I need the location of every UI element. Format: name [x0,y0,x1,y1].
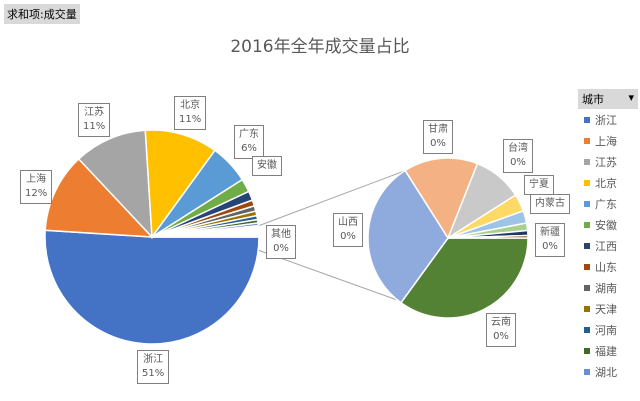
data-label-value: 0% [493,331,509,342]
data-label-name: 安徽 [257,160,277,171]
primary-slice-2[interactable] [77,129,153,240]
legend-label: 江西 [595,239,617,253]
legend-item[interactable]: 河南 [578,319,638,340]
legend-item[interactable]: 安徽 [578,214,638,235]
dropdown-icon: ▾ [628,91,634,104]
legend-swatch [584,368,590,375]
legend-item[interactable]: 江西 [578,235,638,256]
legend-item[interactable]: 上海 [578,130,638,151]
data-label-name: 内蒙古 [535,198,565,209]
data-label-primary-3[interactable]: 北京 11% [174,96,207,130]
legend-item[interactable]: 天津 [578,298,638,319]
legend-item[interactable]: 江苏 [578,151,638,172]
data-label-name: 北京 [180,100,201,111]
legend-swatch [584,200,590,207]
primary-slice-0[interactable] [44,229,260,345]
legend-label: 江苏 [595,155,617,169]
legend-item[interactable]: 北京 [578,172,638,193]
data-label-name: 云南 [491,317,511,328]
data-label-primary-13[interactable]: 其他 0% [266,225,296,259]
data-label-name: 江苏 [84,107,105,118]
legend-label: 北京 [595,176,617,190]
data-label-value: 0% [542,241,558,252]
chart-title: 2016年全年成交量占比 [230,37,410,57]
data-label-value: 0% [273,243,289,254]
data-label-primary-2[interactable]: 江苏 11% [78,103,111,137]
data-label-value: 0% [430,138,446,149]
legend-swatch [584,242,590,249]
data-label-value: 11% [83,121,106,132]
legend: 城市 ▾ 浙江上海江苏北京广东安徽江西山东湖南天津河南福建湖北 [578,89,638,382]
field-button[interactable]: 求和项:成交量 [4,4,80,24]
legend-swatch [584,263,590,270]
primary-slice-13[interactable] [151,224,260,238]
data-label-name: 广东 [239,129,259,140]
secondary-slice-0[interactable] [399,237,529,319]
data-label-name: 台湾 [508,143,528,154]
secondary-slice-8[interactable] [447,234,529,239]
legend-label: 上海 [595,134,617,148]
legend-swatch [584,284,590,291]
legend-item[interactable]: 浙江 [578,109,638,130]
legend-item[interactable]: 湖北 [578,361,638,382]
legend-item[interactable]: 福建 [578,340,638,361]
data-label-name: 其他 [271,229,291,240]
data-label-name: 新疆 [540,227,560,238]
data-label-value: 6% [241,143,257,154]
legend-swatch [584,347,590,354]
data-label-secondary-2[interactable]: 甘肃 0% [423,120,453,154]
legend-item[interactable]: 广东 [578,193,638,214]
secondary-slice-1[interactable] [367,169,449,304]
legend-label: 天津 [595,302,617,316]
data-label-primary-5[interactable]: 安徽 [252,156,282,176]
legend-label: 福建 [595,344,617,358]
data-label-secondary-0[interactable]: 云南 0% [486,313,516,347]
legend-item[interactable]: 山东 [578,256,638,277]
primary-slice-1[interactable] [44,157,154,238]
legend-swatch [584,116,590,123]
legend-item[interactable]: 湖南 [578,277,638,298]
data-label-value: 0% [340,231,356,242]
legend-label: 山东 [595,260,617,274]
legend-swatch [584,158,590,165]
data-label-name: 上海 [26,174,47,185]
data-label-secondary-5[interactable]: 内蒙古 [530,194,570,214]
data-label-primary-4[interactable]: 广东 6% [234,125,264,159]
legend-label: 浙江 [595,113,617,127]
legend-label: 湖北 [595,365,617,379]
primary-slice-3[interactable] [144,129,216,240]
legend-swatch [584,137,590,144]
data-label-name: 甘肃 [428,124,448,135]
legend-swatch [584,326,590,333]
legend-label: 湖南 [595,281,617,295]
data-label-value: 12% [25,188,48,199]
data-label-value: 11% [179,114,202,125]
data-label-value: 51% [142,368,165,379]
legend-swatch [584,179,590,186]
secondary-slice-2[interactable] [404,157,479,240]
data-label-name: 山西 [338,217,358,228]
data-label-secondary-8[interactable]: 新疆 0% [535,223,565,257]
legend-label: 安徽 [595,218,617,232]
data-label-value: 0% [510,157,526,168]
legend-swatch [584,305,590,312]
data-label-name: 宁夏 [529,179,549,190]
data-label-name: 浙江 [143,354,164,365]
legend-label: 广东 [595,197,617,211]
legend-label: 河南 [595,323,617,337]
legend-header: 城市 [582,93,604,106]
data-label-secondary-1[interactable]: 山西 0% [333,213,363,247]
legend-swatch [584,221,590,228]
series-line [257,169,408,227]
data-label-primary-1[interactable]: 上海 12% [20,170,53,204]
data-label-secondary-3[interactable]: 台湾 0% [503,139,533,173]
legend-filter-button[interactable]: 城市 ▾ [578,89,638,109]
data-label-secondary-4[interactable]: 宁夏 [524,175,554,195]
data-label-primary-0[interactable]: 浙江 51% [137,350,170,384]
